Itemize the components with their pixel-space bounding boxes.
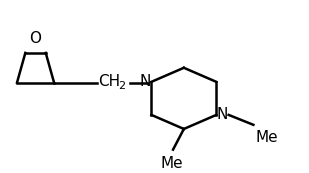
Text: N: N	[139, 74, 151, 89]
Text: Me: Me	[256, 130, 278, 145]
Text: N: N	[217, 107, 228, 122]
Text: O: O	[30, 30, 41, 45]
Text: CH: CH	[98, 74, 121, 89]
Text: Me: Me	[160, 156, 183, 171]
Text: 2: 2	[118, 81, 125, 91]
